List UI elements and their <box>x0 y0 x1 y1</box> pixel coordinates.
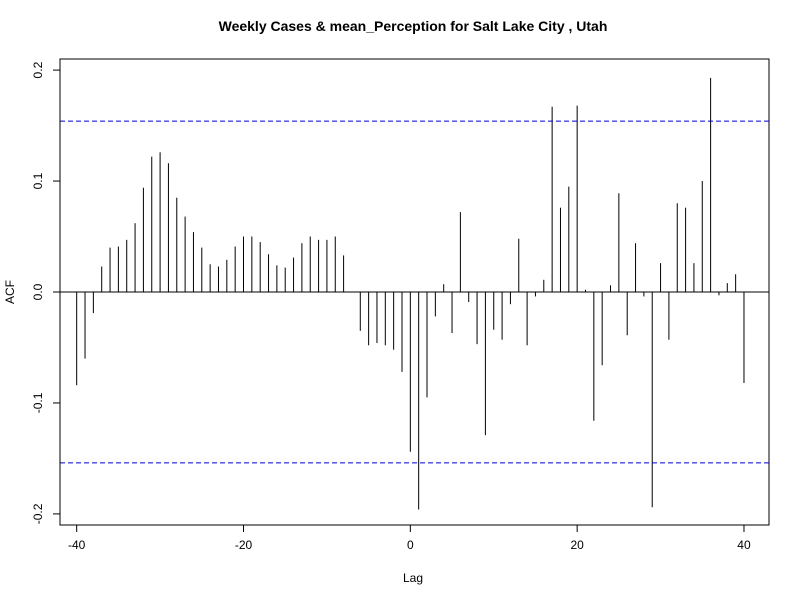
x-tick-label: 20 <box>570 538 584 552</box>
y-tick-label: 0.2 <box>31 61 45 78</box>
x-axis: -40 -20 0 20 40 <box>68 524 751 552</box>
bars-group <box>76 77 745 510</box>
x-tick-label: 0 <box>407 538 414 552</box>
x-tick-label: -20 <box>235 538 253 552</box>
confidence-lines-group <box>60 120 769 464</box>
chart-title: Weekly Cases & mean_Perception for Salt … <box>219 18 608 34</box>
y-axis: -0.2 -0.1 0.0 0.1 0.2 <box>31 61 61 524</box>
y-axis-label: ACF <box>3 280 17 304</box>
x-tick-label: 40 <box>737 538 751 552</box>
y-tick-label: -0.1 <box>31 392 45 413</box>
x-axis-label: Lag <box>403 571 423 585</box>
x-tick-label: -40 <box>68 538 86 552</box>
y-tick-label: 0.0 <box>31 283 45 300</box>
y-tick-label: 0.1 <box>31 172 45 189</box>
y-tick-label: -0.2 <box>31 503 45 524</box>
